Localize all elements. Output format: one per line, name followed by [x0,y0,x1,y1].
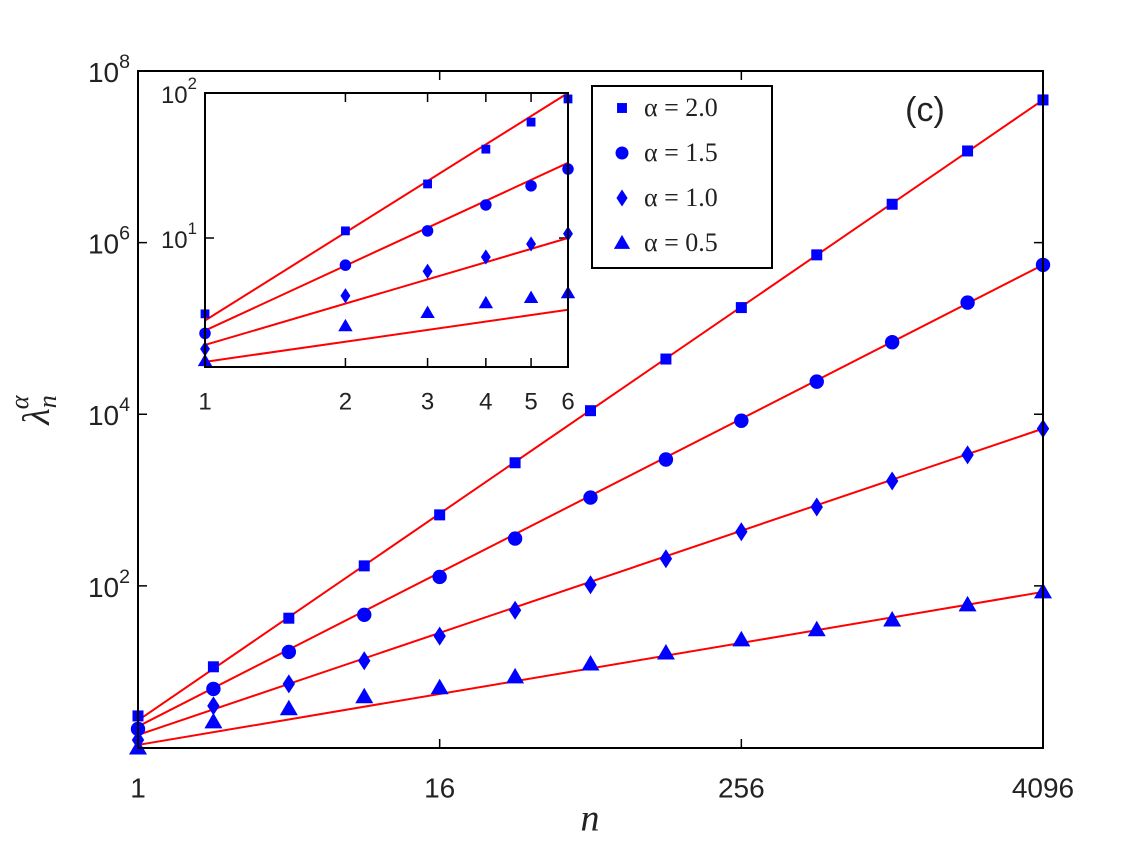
x-tick-label: 2 [339,388,352,415]
marker-diamond [616,189,628,207]
x-tick-label: 1 [198,388,211,415]
x-tick-label: 3 [421,388,434,415]
marker-circle [480,199,492,211]
marker-diamond [659,549,673,569]
marker-triangle [279,699,298,716]
marker-triangle [204,712,223,729]
marker-diamond [961,445,974,465]
marker-square [481,144,491,154]
marker-circle [421,225,434,237]
marker-circle [525,180,537,192]
marker-triangle [523,290,539,304]
marker-circle [615,146,629,160]
y-tick-label: 108 [88,51,130,88]
marker-triangle [430,678,449,695]
marker-square [886,198,898,210]
marker-square [434,509,446,521]
marker-circle [339,259,352,271]
marker-triangle [581,654,600,671]
marker-triangle [807,620,826,637]
legend-label: α = 0.5 [644,228,718,257]
marker-diamond [207,696,220,716]
marker-diamond [433,626,446,646]
marker-square [660,353,672,365]
annotation: (c) [905,91,945,129]
marker-diamond [422,263,433,279]
legend-label: α = 1.0 [644,183,718,212]
marker-circle [884,335,900,350]
marker-triangle [420,305,435,319]
marker-circle [357,607,372,623]
marker-triangle [883,611,902,627]
plot-area [205,93,568,367]
marker-diamond [358,651,371,671]
marker-square [735,302,747,314]
marker-square [207,661,219,673]
marker-diamond [480,249,491,265]
marker-circle [432,569,447,585]
y-axis-label: λnα [5,394,62,425]
marker-diamond [282,674,296,694]
fit-line [204,308,569,363]
marker-square [283,612,295,624]
y-axis-label-sub: n [33,395,62,408]
marker-diamond [735,522,748,542]
x-tick-label: 6 [561,388,574,415]
marker-circle [809,374,824,389]
marker-circle [658,452,674,467]
marker-square [617,103,627,113]
marker-circle [734,413,749,428]
y-axis-label-sup: α [5,394,34,409]
y-tick-label: 104 [88,394,130,431]
y-tick-label: 102 [88,566,130,603]
x-axis-label: n [581,798,600,840]
marker-square [962,145,974,157]
marker-square [341,226,350,236]
marker-diamond [810,497,823,517]
y-tick-label: 106 [88,223,130,260]
marker-triangle [958,595,977,612]
marker-triangle [656,644,675,660]
marker-square [509,457,521,469]
plot-frame [204,92,569,368]
marker-triangle [355,687,374,704]
marker-diamond [526,236,537,252]
marker-square [585,405,596,417]
plot-frame [137,70,1044,749]
marker-triangle [506,667,525,684]
marker-diamond [340,288,351,304]
marker-triangle [478,295,494,309]
fit-line [204,237,569,346]
y-tick-label: 102 [161,74,197,109]
marker-square [423,179,432,189]
x-tick-label: 16 [424,772,455,803]
marker-square [526,117,536,127]
x-tick-label: 4 [479,388,492,415]
marker-square [811,249,823,261]
y-tick-label: 101 [161,219,197,254]
x-tick-label: 5 [524,388,537,415]
marker-circle [281,644,297,660]
marker-diamond [508,600,522,620]
marker-triangle [732,630,751,647]
legend-label: α = 1.5 [644,138,718,167]
marker-circle [507,531,523,546]
fit-line [204,92,569,322]
marker-circle [960,295,975,310]
fit-line [204,161,569,332]
marker-square [358,560,370,572]
marker-circle [583,490,598,505]
x-tick-label: 4096 [1012,772,1074,803]
y-axis-label-main: λ [16,408,58,425]
x-tick-label: 1 [130,772,146,803]
x-tick-label: 256 [718,772,765,803]
marker-triangle [338,318,353,332]
marker-triangle [613,234,631,249]
legend-label: α = 2.0 [644,93,718,122]
marker-circle [206,681,221,697]
marker-diamond [584,575,597,595]
marker-diamond [885,471,899,491]
